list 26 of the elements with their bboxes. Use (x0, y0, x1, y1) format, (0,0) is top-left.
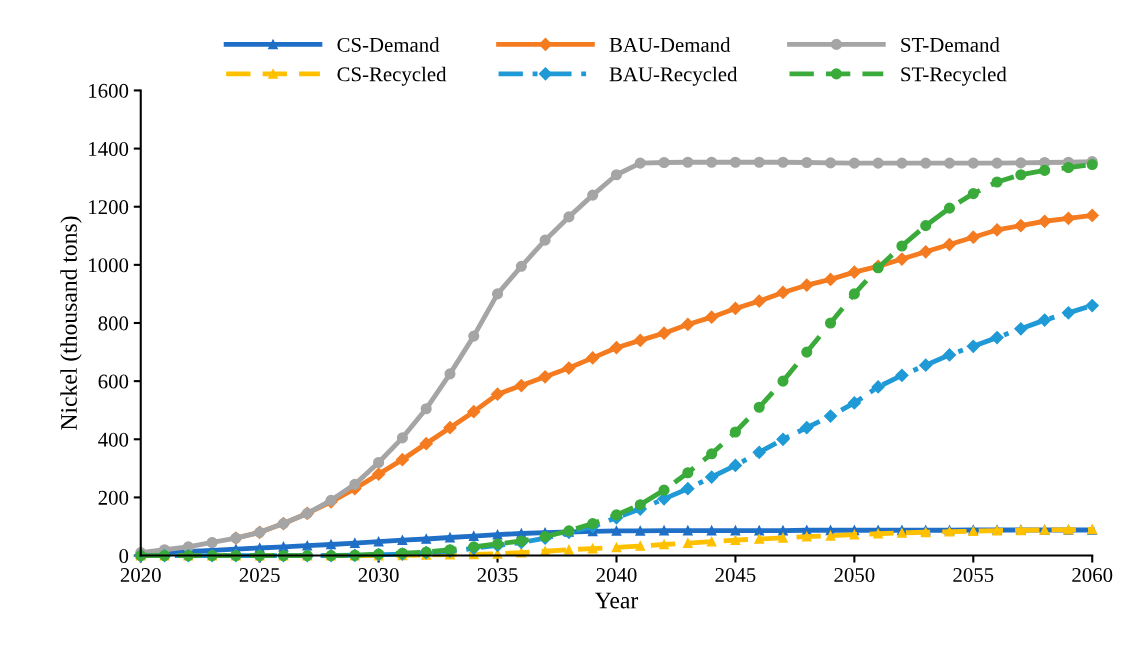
y-tick-label: 800 (98, 316, 129, 331)
legend-label: ST-Demand (901, 37, 1000, 52)
x-tick-label: 2030 (358, 567, 399, 583)
x-tick-label: 2020 (120, 567, 161, 583)
legend-label: CS-Recycled (337, 66, 447, 86)
y-axis-title: Nickel (thousand tons) (60, 216, 82, 430)
y-tick-label: 1400 (89, 141, 129, 157)
y-tick-label: 1000 (89, 258, 129, 273)
y-tick-label: 200 (98, 490, 129, 505)
x-tick-label: 2055 (953, 567, 994, 583)
y-tick-label: 0 (119, 548, 129, 563)
y-tick-label: 600 (98, 374, 129, 389)
legend-label: CS-Demand (337, 37, 440, 52)
x-axis-title: Year (594, 592, 639, 609)
x-tick-label: 2050 (834, 567, 875, 583)
x-tick-label: 2045 (715, 567, 756, 583)
y-tick-label: 400 (98, 432, 129, 447)
legend-label: BAU-Demand (609, 37, 731, 52)
x-tick-label: 2025 (239, 567, 280, 583)
legend-label: ST-Recycled (901, 66, 1007, 86)
x-tick-label: 2040 (596, 567, 637, 583)
y-tick-label: 1600 (89, 83, 129, 98)
x-tick-label: 2060 (1072, 567, 1113, 583)
legend-label: BAU-Recycled (609, 66, 738, 86)
y-tick-label: 1200 (89, 200, 129, 215)
x-tick-label: 2035 (477, 567, 518, 583)
